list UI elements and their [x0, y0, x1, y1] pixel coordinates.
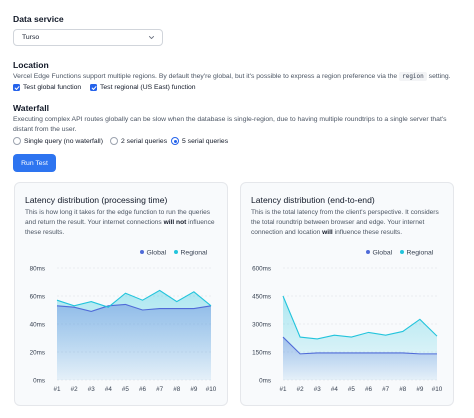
- y-tick-label: 450ms: [252, 294, 271, 301]
- x-tick-label: #8: [173, 386, 181, 393]
- waterfall-description: Executing complex API routes globally ca…: [13, 116, 447, 133]
- y-tick-label: 300ms: [252, 322, 271, 329]
- location-desc-suffix: setting.: [428, 73, 451, 80]
- x-tick-label: #6: [365, 386, 373, 393]
- card-description: This is how long it takes for the edge f…: [25, 208, 220, 237]
- end-to-end-card: Latency distribution (end-to-end) This i…: [240, 182, 454, 406]
- card-description: This is the total latency from the clien…: [251, 208, 446, 237]
- legend-marker: [140, 250, 144, 254]
- x-tick-label: #10: [432, 386, 443, 393]
- y-tick-label: 150ms: [252, 350, 271, 357]
- y-tick-label: 0ms: [259, 378, 271, 385]
- waterfall-title: Waterfall: [13, 103, 49, 113]
- y-tick-label: 600ms: [252, 266, 271, 273]
- checkbox-checked-icon[interactable]: [13, 84, 20, 91]
- data-service-selected-value: Turso: [22, 34, 40, 41]
- location-title: Location: [13, 60, 49, 70]
- regional-series-line: [282, 295, 438, 340]
- checkbox-checked-icon[interactable]: [90, 84, 97, 91]
- radio-selected-icon[interactable]: [171, 137, 179, 145]
- radio-2-serial[interactable]: 2 serial queries: [110, 137, 167, 145]
- checkbox-regional-label: Test regional (US East) function: [100, 84, 196, 91]
- global-area: [57, 304, 211, 380]
- card-desc-bold: will: [322, 228, 333, 236]
- legend-marker: [366, 250, 370, 254]
- x-tick-label: #4: [331, 386, 339, 393]
- y-tick-label: 0ms: [33, 378, 45, 385]
- legend-label: Regional: [181, 250, 208, 257]
- location-desc-text: Vercel Edge Functions support multiple r…: [13, 73, 398, 80]
- x-tick-label: #3: [88, 386, 96, 393]
- global-series-line: [282, 336, 437, 355]
- run-test-button[interactable]: Run Test: [13, 154, 56, 172]
- radio-single-query-label: Single query (no waterfall): [24, 137, 103, 145]
- checkbox-regional[interactable]: Test regional (US East) function: [90, 84, 196, 91]
- x-tick-label: #2: [71, 386, 79, 393]
- legend-label: Global: [147, 250, 167, 257]
- y-tick-label: 60ms: [30, 294, 45, 301]
- card-desc-text-2: influence these results.: [25, 218, 215, 236]
- end-to-end-chart: 0ms 150ms 300ms 450ms 600ms #1 #2 #3 #4 #5 #6 #7 #8 #…: [252, 250, 443, 394]
- radio-unselected-icon[interactable]: [110, 137, 118, 145]
- region-code: region: [399, 72, 427, 81]
- global-series-line: [56, 303, 212, 312]
- processing-time-card: Latency distribution (processing time) T…: [14, 182, 228, 406]
- x-tick-label: #7: [382, 386, 390, 393]
- legend-label: Regional: [407, 250, 434, 257]
- card-desc-bold: will not: [163, 218, 187, 226]
- card-desc-text: This is how long it takes for the edge f…: [25, 209, 211, 226]
- x-tick-label: #4: [105, 386, 113, 393]
- x-tick-label: #2: [297, 386, 305, 393]
- legend-marker: [174, 250, 178, 254]
- x-tick-label: #6: [139, 386, 147, 393]
- radio-single-query[interactable]: Single query (no waterfall): [13, 137, 103, 145]
- x-tick-label: #9: [190, 386, 198, 393]
- processing-time-chart: 0ms 20ms 40ms 60ms 80ms #1 #2 #3 #4 #5 #6 #7 #8 #9 #10…: [30, 250, 217, 394]
- legend-label: Global: [373, 250, 393, 257]
- radio-5-serial[interactable]: 5 serial queries: [171, 137, 228, 145]
- radio-2-serial-label: 2 serial queries: [121, 137, 168, 145]
- x-tick-label: #10: [206, 386, 217, 393]
- x-tick-label: #9: [416, 386, 424, 393]
- regional-series-line: [56, 289, 212, 308]
- checkbox-global[interactable]: Test global function: [13, 84, 81, 91]
- y-tick-label: 20ms: [30, 350, 45, 357]
- card-desc-text-2: influence these results.: [334, 228, 403, 236]
- x-tick-label: #8: [399, 386, 407, 393]
- x-tick-label: #7: [156, 386, 164, 393]
- x-tick-label: #1: [53, 386, 61, 393]
- location-description: Vercel Edge Functions support multiple r…: [13, 72, 463, 82]
- card-title: Latency distribution (processing time): [25, 195, 168, 205]
- legend-marker: [400, 250, 404, 254]
- radio-unselected-icon[interactable]: [13, 137, 21, 145]
- radio-5-serial-label: 5 serial queries: [182, 137, 229, 145]
- x-tick-label: #3: [314, 386, 322, 393]
- data-service-title: Data service: [13, 14, 64, 24]
- card-title: Latency distribution (end-to-end): [251, 195, 375, 205]
- x-tick-label: #5: [348, 386, 356, 393]
- data-service-select[interactable]: Turso: [13, 29, 163, 46]
- chevron-down-icon: [148, 35, 155, 40]
- checkbox-global-label: Test global function: [23, 84, 82, 91]
- y-tick-label: 80ms: [30, 266, 45, 273]
- x-tick-label: #5: [122, 386, 130, 393]
- x-tick-label: #1: [279, 386, 287, 393]
- card-desc-text: This is the total latency from the clien…: [251, 209, 439, 236]
- y-tick-label: 40ms: [30, 322, 45, 329]
- global-area: [283, 337, 437, 380]
